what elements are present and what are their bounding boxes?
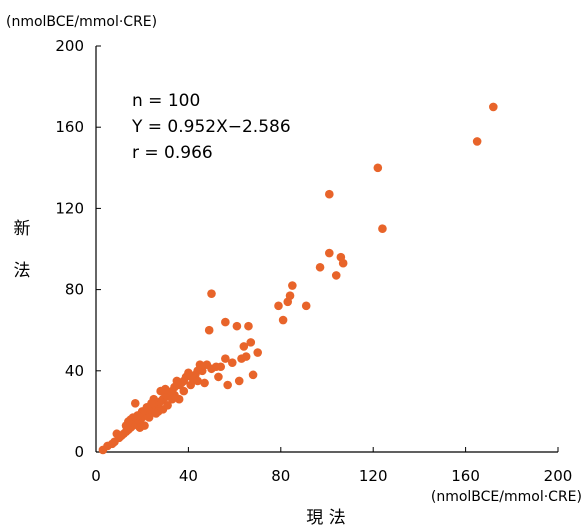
y-tick-label: 120 bbox=[55, 199, 84, 217]
y-tick-label: 40 bbox=[65, 362, 84, 380]
y-axis-title-char-2: 法 bbox=[14, 261, 31, 281]
annotation-regression: Y = 0.952X−2.586 bbox=[131, 117, 291, 137]
data-point bbox=[112, 429, 122, 439]
data-point bbox=[301, 301, 311, 311]
data-point bbox=[283, 297, 293, 307]
data-point bbox=[204, 325, 214, 335]
data-point bbox=[338, 258, 348, 268]
data-point bbox=[151, 409, 161, 418]
data-point bbox=[239, 342, 249, 351]
data-point bbox=[130, 398, 140, 408]
data-point bbox=[253, 348, 262, 357]
data-point bbox=[472, 137, 482, 146]
annotation-block: n = 100 Y = 0.952X−2.586 r = 0.966 bbox=[131, 91, 291, 163]
x-tick-label: 200 bbox=[544, 467, 573, 485]
data-point bbox=[248, 370, 258, 380]
data-point bbox=[179, 386, 189, 396]
data-point bbox=[98, 445, 108, 455]
data-point bbox=[156, 386, 165, 396]
data-point bbox=[214, 372, 223, 382]
data-point bbox=[489, 102, 498, 112]
data-point bbox=[234, 376, 244, 386]
data-point bbox=[246, 338, 256, 347]
data-point bbox=[140, 421, 149, 430]
data-point bbox=[202, 360, 212, 370]
y-axis-title-char-1: 新 bbox=[14, 219, 31, 239]
x-tick-label: 0 bbox=[91, 467, 101, 485]
axes bbox=[95, 45, 559, 453]
data-points bbox=[98, 102, 498, 455]
data-point bbox=[373, 163, 383, 173]
x-tick-label: 160 bbox=[451, 467, 480, 485]
data-point bbox=[186, 380, 196, 390]
y-tick-label: 0 bbox=[74, 443, 84, 461]
data-point bbox=[221, 354, 230, 363]
data-point bbox=[207, 289, 216, 298]
data-point bbox=[325, 248, 334, 258]
x-tick-labels: 0 40 80 120 160 200 bbox=[91, 467, 572, 485]
data-point bbox=[223, 380, 232, 390]
data-point bbox=[237, 354, 246, 363]
data-point bbox=[331, 271, 341, 280]
annotation-r: r = 0.966 bbox=[132, 143, 213, 163]
data-point bbox=[144, 413, 154, 422]
y-tick-label: 80 bbox=[65, 281, 84, 299]
x-tick-label: 40 bbox=[179, 467, 198, 485]
y-tick-label: 200 bbox=[55, 37, 84, 55]
annotation-n: n = 100 bbox=[132, 91, 200, 111]
data-point bbox=[121, 421, 131, 430]
x-axis-unit: (nmolBCE/mmol·CRE) bbox=[431, 489, 582, 505]
data-point bbox=[200, 378, 209, 388]
data-point bbox=[288, 281, 297, 290]
y-unit-label: (nmolBCE/mmol·CRE) bbox=[6, 14, 157, 30]
data-point bbox=[232, 321, 242, 331]
x-axis-title: 現 法 bbox=[306, 508, 345, 528]
data-point bbox=[378, 224, 387, 233]
y-tick-labels: 0 40 80 120 160 200 bbox=[55, 37, 84, 461]
data-point bbox=[278, 315, 288, 325]
data-point bbox=[325, 189, 334, 199]
y-tick-label: 160 bbox=[55, 118, 84, 136]
data-point bbox=[170, 390, 179, 400]
data-point bbox=[227, 358, 237, 367]
data-point bbox=[244, 321, 253, 331]
data-point bbox=[193, 376, 202, 386]
x-tick-label: 80 bbox=[271, 467, 290, 485]
data-point bbox=[163, 401, 172, 410]
y-axis-unit: (nmolBCE/mmol·CRE) bbox=[6, 14, 157, 30]
data-point bbox=[221, 317, 230, 327]
data-point bbox=[315, 262, 325, 272]
x-tick-label: 120 bbox=[359, 467, 388, 485]
data-point bbox=[274, 301, 283, 311]
